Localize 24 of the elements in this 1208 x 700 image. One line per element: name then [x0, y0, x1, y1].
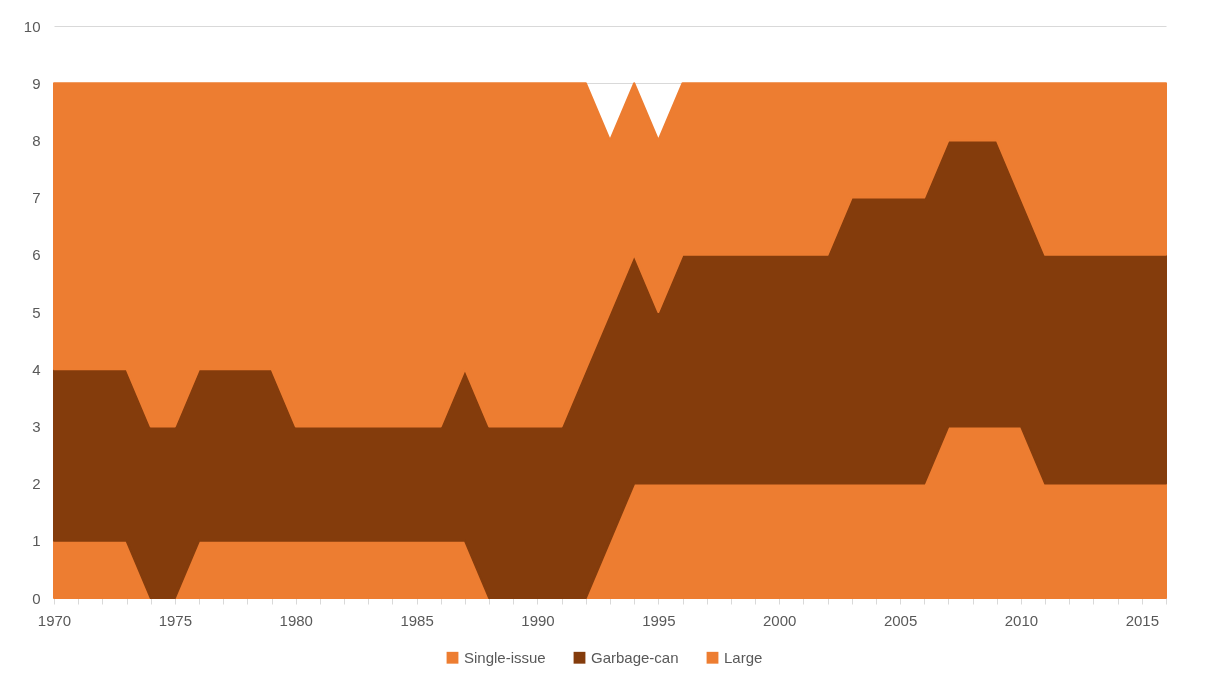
y-tick-label: 9	[32, 74, 41, 92]
y-tick-label: 2	[32, 475, 41, 493]
y-tick-label: 5	[32, 303, 41, 321]
x-tick-label: 2015	[1125, 611, 1160, 629]
x-tick-label: 1975	[158, 611, 193, 629]
y-tick-label: 4	[32, 360, 41, 378]
x-tick-label: 1980	[279, 611, 313, 629]
x-tick-label: 1985	[400, 611, 434, 629]
legend-label: Large	[724, 648, 763, 666]
legend-label: Garbage-can	[591, 648, 679, 666]
y-tick-label: 1	[32, 532, 41, 550]
x-tick-label: 1970	[37, 611, 72, 629]
y-tick-label: 7	[32, 189, 41, 207]
y-tick-label: 6	[32, 246, 41, 264]
y-tick-label: 0	[32, 589, 41, 607]
x-tick-label: 1995	[642, 611, 676, 629]
x-tick-label: 2005	[883, 611, 918, 629]
x-tick-label: 1990	[521, 611, 555, 629]
y-tick-label: 10	[23, 17, 41, 35]
x-tick-label: 2000	[763, 611, 797, 629]
legend-label: Single-issue	[464, 648, 546, 666]
y-tick-label: 8	[32, 131, 41, 149]
y-tick-label: 3	[32, 417, 41, 435]
x-tick-label: 2010	[1004, 611, 1039, 629]
